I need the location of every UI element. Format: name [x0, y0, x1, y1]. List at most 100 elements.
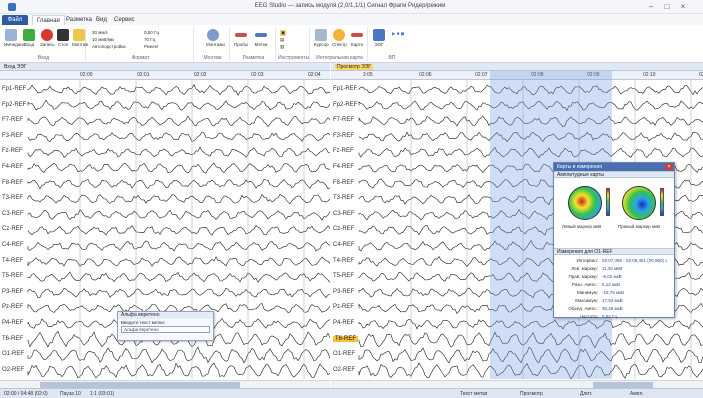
maps-section-header[interactable]: Амплитудные карты — [554, 171, 674, 178]
montage-button[interactable]: Монтаж — [72, 29, 88, 47]
popup-close-icon[interactable]: × — [665, 164, 673, 170]
input-button[interactable]: Вход — [22, 29, 36, 47]
cursor-button[interactable]: Курсор — [314, 29, 329, 47]
map-button[interactable]: Карта — [350, 29, 364, 47]
channel-label[interactable]: T4-REF — [333, 257, 354, 264]
channel-label[interactable]: Fp1-REF — [2, 86, 27, 92]
channel-label[interactable]: T3-REF — [333, 195, 354, 202]
tab-view[interactable]: Вид — [96, 17, 107, 23]
eeg-trace — [358, 346, 703, 364]
channel-label[interactable]: F4-REF — [2, 164, 23, 170]
file-tab[interactable]: Файл — [2, 15, 28, 25]
lowcut-select[interactable]: 0,50 Гц — [144, 30, 160, 35]
channel-label[interactable]: P3-REF — [333, 288, 355, 295]
maximize-icon[interactable]: □ — [664, 2, 670, 11]
right-panel-header[interactable]: Просмотр ЭЭГ — [331, 63, 703, 71]
channel-label[interactable]: C4-REF — [333, 242, 355, 248]
channel-label[interactable]: Fz-REF — [2, 148, 23, 155]
mark-label-input[interactable]: Альфа веретено — [121, 326, 210, 333]
channel-label[interactable]: F8-REF — [333, 179, 354, 186]
eog-button[interactable]: ЭОГ — [372, 29, 386, 47]
measurement-value: 5,12 мкВ — [602, 282, 621, 287]
eeg-trace — [27, 193, 330, 205]
time-tick: 2:05 — [363, 72, 373, 78]
play-icon — [23, 29, 35, 41]
right-hscroll[interactable] — [331, 380, 703, 388]
eeg-trace — [358, 318, 703, 330]
left-eeg-view[interactable]: Fp1-REF Fp2-REF F7-REF F3-REF Fz-REF F4-REF F8… — [0, 80, 330, 379]
mark-label-dialog: Альфа веретено Введите текст метки: Альф… — [117, 311, 214, 341]
channel-label[interactable]: T6-REF — [333, 335, 358, 342]
ribbon-group-input: Импеданс Вход Запись Стоп Монтаж Вход — [2, 27, 88, 61]
left-panel-header[interactable]: Вход ЭЭГ — [0, 63, 330, 71]
auto-adjust-toggle[interactable]: Автоподстройка — [92, 44, 126, 49]
app-icon[interactable] — [8, 3, 16, 11]
speed-select[interactable]: 30 мм/с — [92, 30, 108, 35]
marks-button[interactable]: Метки — [254, 29, 268, 47]
channel-label[interactable]: T3-REF — [2, 195, 23, 202]
note-tool[interactable]: ▤ — [280, 37, 285, 42]
channel-label[interactable]: Fz-REF — [333, 148, 354, 155]
spectrum-button[interactable]: Спектр — [332, 29, 347, 47]
eeg-trace — [358, 100, 703, 112]
channel-label[interactable]: O1-REF — [2, 351, 25, 358]
channel-label[interactable]: O2-REF — [2, 366, 25, 373]
channel-label[interactable]: Fp1-REF — [333, 86, 358, 92]
left-scroll-thumb[interactable] — [40, 382, 240, 388]
channel-label[interactable]: Pz-REF — [2, 304, 23, 311]
channel-label[interactable]: Cz-REF — [2, 226, 24, 233]
markup-tool[interactable]: ▣ — [280, 30, 287, 36]
popup-header[interactable]: Карты и измерения × — [554, 163, 674, 171]
status-bar: 02:00 / 04:48 (02:0) Пауза 10 1:1 (03:01) Т… — [0, 388, 703, 398]
record-button[interactable]: Запись — [40, 29, 55, 47]
channel-label[interactable]: C3-REF — [333, 210, 355, 217]
channel-label[interactable]: F8-REF — [2, 179, 23, 186]
channel-label[interactable]: F3-REF — [333, 132, 354, 139]
minimize-icon[interactable]: – — [648, 2, 654, 11]
dialog-prompt: Введите текст метки: — [121, 320, 165, 325]
tab-markup[interactable]: Разметка — [66, 17, 92, 23]
channel-label[interactable]: Fp2-REF — [2, 101, 27, 108]
time-tick: 02:06 — [419, 72, 432, 78]
right-scroll-thumb[interactable] — [593, 382, 653, 388]
window-title: EEG Studio — запись модуля (2,0/1,1/1) С… — [254, 3, 446, 9]
channel-label[interactable]: P4-REF — [2, 320, 24, 326]
channel-label[interactable]: T5-REF — [2, 273, 23, 280]
stop-button[interactable]: Стоп — [56, 29, 70, 47]
tab-home[interactable]: Главная — [32, 15, 65, 25]
montages-button[interactable]: Монтажи — [206, 29, 225, 47]
channel-label[interactable]: F7-REF — [2, 117, 23, 124]
left-time-ruler: 02:00 02:01 02:02 02:03 02:04 — [0, 71, 330, 80]
channel-label[interactable]: Fp2-REF — [333, 101, 358, 108]
probes-button[interactable]: Пробы — [234, 29, 248, 47]
channel-label[interactable]: Cz-REF — [333, 226, 355, 233]
eeg-trace — [358, 131, 703, 143]
channel-label[interactable]: P3-REF — [2, 288, 24, 295]
channel-label[interactable]: F4-REF — [333, 164, 354, 170]
channel-label[interactable]: F7-REF — [333, 117, 354, 124]
close-icon[interactable]: × — [680, 2, 686, 11]
channel-label[interactable]: O1-REF — [333, 351, 356, 358]
highcut-select[interactable]: 70 Гц — [144, 37, 156, 42]
channel-label[interactable]: O2-REF — [333, 366, 356, 373]
time-tick: 02:09 — [587, 72, 600, 78]
channel-label[interactable]: Pz-REF — [333, 304, 354, 311]
eeg-trace — [27, 256, 330, 267]
channel-label[interactable]: T6-REF — [2, 335, 23, 342]
channel-label[interactable]: C4-REF — [2, 242, 24, 248]
channel-label[interactable]: C3-REF — [2, 210, 24, 217]
event-tool[interactable]: ▥ — [280, 44, 285, 49]
measurements-section-header[interactable]: Измерения для O1-REF — [554, 248, 674, 255]
sensitivity-select[interactable]: 10 мкВ/мм — [92, 37, 114, 42]
channel-label[interactable]: T4-REF — [2, 257, 23, 264]
left-hscroll[interactable] — [0, 380, 330, 388]
eeg-trace — [27, 162, 330, 174]
ep-play-icon[interactable]: ▶ ■ ◼ — [392, 31, 405, 36]
channel-label[interactable]: T5-REF — [333, 273, 354, 280]
tab-service[interactable]: Сервис — [114, 17, 135, 23]
impedance-button[interactable]: Импеданс — [4, 29, 25, 47]
channel-label[interactable]: P4-REF — [333, 320, 355, 326]
time-tick: 02:04 — [308, 72, 321, 78]
channel-label[interactable]: F3-REF — [2, 132, 23, 139]
notch-toggle[interactable]: Режект — [144, 44, 159, 49]
